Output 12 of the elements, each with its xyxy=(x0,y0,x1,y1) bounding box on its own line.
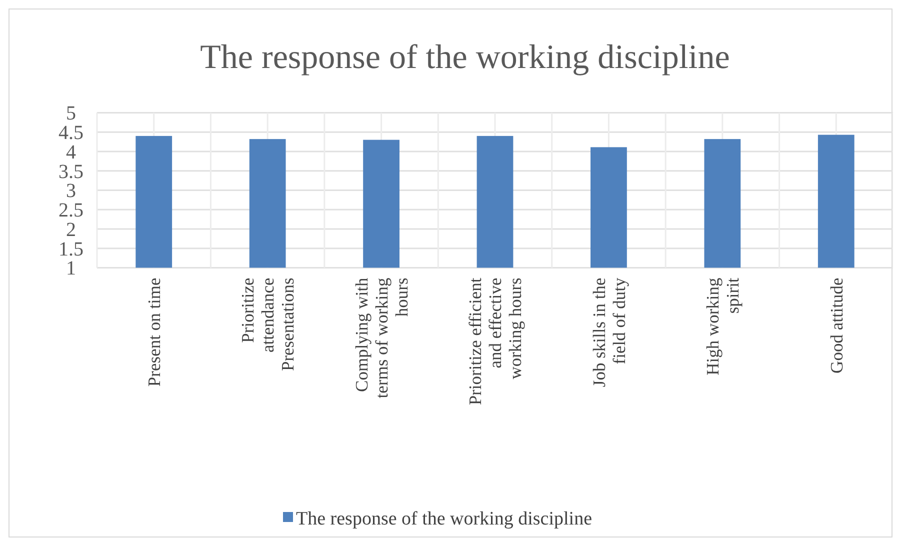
y-tick-label: 1.5 xyxy=(58,238,84,260)
x-tick-label: Good attitude xyxy=(826,277,846,374)
y-tick-label: 3.5 xyxy=(58,160,84,183)
x-tick-label: Complying with terms of working hours xyxy=(351,277,412,398)
legend-label: The response of the working discipline xyxy=(296,508,592,530)
y-tick-label: 5 xyxy=(66,102,76,125)
chart-title: The response of the working discipline xyxy=(200,39,730,76)
y-tick-label: 1 xyxy=(66,258,76,280)
x-tick-label: Prioritize attendance Presentations xyxy=(238,277,298,372)
y-tick-label: 3 xyxy=(66,180,76,202)
x-tick-label: Present on time xyxy=(144,277,164,387)
x-tick-label: High working spirit xyxy=(702,277,743,376)
